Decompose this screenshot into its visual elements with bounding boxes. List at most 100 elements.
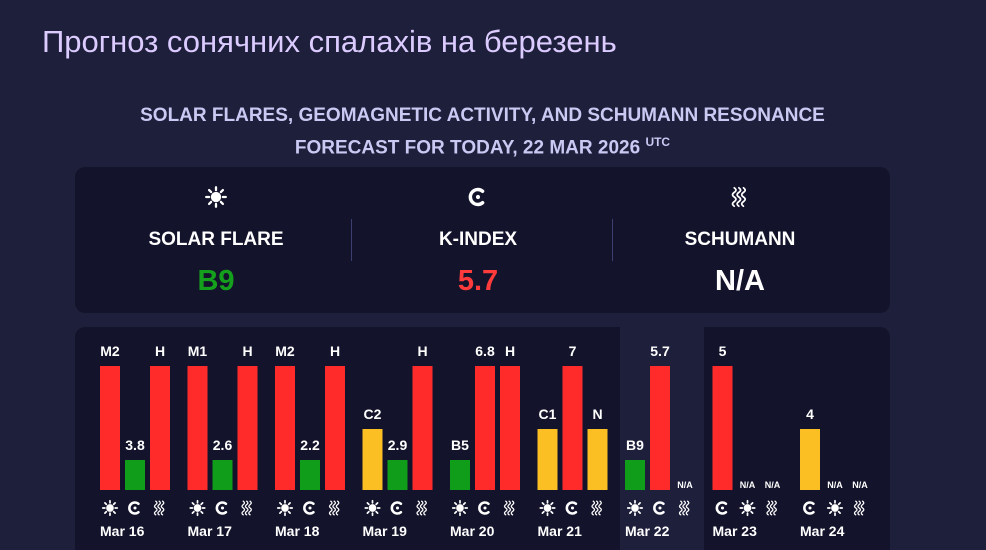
bar <box>562 366 583 490</box>
bar <box>275 366 295 490</box>
bar <box>650 366 670 490</box>
summary-label: SCHUMANN <box>684 229 796 250</box>
wave <box>594 500 599 516</box>
bar <box>300 460 320 490</box>
wave <box>328 500 333 516</box>
page-title: Прогноз сонячних спалахів на березень <box>42 24 617 59</box>
wave <box>773 500 777 516</box>
icon-sun <box>826 499 844 517</box>
sun-ray <box>750 502 754 506</box>
bar-label: H <box>242 343 252 359</box>
summary-icon <box>205 186 227 208</box>
icon-magnet <box>468 187 485 207</box>
bar-label: M2 <box>275 343 295 359</box>
icon-wave <box>503 500 515 516</box>
sun-ray <box>207 188 213 194</box>
bar-label: 2.9 <box>388 437 408 453</box>
magnet-dot <box>720 506 725 510</box>
bar <box>712 366 733 490</box>
sun-ray <box>366 502 370 506</box>
wave <box>241 500 246 516</box>
magnet-dot <box>570 506 575 510</box>
icon-wave <box>591 500 602 516</box>
bar-label: 5.7 <box>650 343 670 359</box>
bar-label: N <box>592 406 602 422</box>
summary-icon <box>731 186 747 208</box>
sun-ray <box>219 188 225 194</box>
wave <box>736 186 742 208</box>
bar-label: 3.8 <box>125 437 145 453</box>
magnet-dot <box>658 506 662 510</box>
icon-sun <box>739 499 756 517</box>
bar-label: 5 <box>719 343 727 359</box>
wave <box>860 500 865 516</box>
summary-label: SOLAR FLARE <box>148 229 284 250</box>
sun-ray <box>375 502 379 506</box>
sun-ray <box>829 510 833 514</box>
day-label: Mar 21 <box>538 523 583 539</box>
summary-icon <box>468 187 485 207</box>
day-label: Mar 18 <box>275 523 320 539</box>
sun-ray <box>279 510 283 514</box>
sun-ray <box>112 510 116 514</box>
day-label: Mar 20 <box>450 523 495 539</box>
sun-ray <box>637 510 641 514</box>
sun-ray <box>375 510 379 514</box>
icon-sun <box>205 186 227 208</box>
sun-core <box>368 504 377 512</box>
bar <box>212 460 233 490</box>
sun-ray <box>741 502 745 506</box>
bar-label: H <box>155 343 165 359</box>
sun-ray <box>741 510 745 514</box>
sun-ray <box>219 200 225 206</box>
wave <box>766 500 771 516</box>
bar <box>362 429 383 490</box>
summary-label: K-INDEX <box>438 229 518 250</box>
sun-ray <box>454 502 458 506</box>
sun-core <box>106 504 114 512</box>
sun-ray <box>112 502 116 506</box>
summary-item: SOLAR FLARE B9 <box>85 167 347 313</box>
sun-core <box>743 504 752 512</box>
magnet <box>390 501 403 515</box>
icon-magnet <box>565 501 578 515</box>
day-label: Mar 23 <box>713 523 758 539</box>
icon-wave <box>153 500 165 516</box>
wave <box>682 500 687 516</box>
divider <box>612 219 613 261</box>
magnet <box>303 501 315 515</box>
bar <box>800 429 820 490</box>
bar <box>450 460 470 490</box>
icon-magnet <box>653 501 665 515</box>
icon-wave <box>328 500 340 516</box>
magnet-dot <box>220 506 225 510</box>
wave <box>244 500 249 516</box>
wave <box>503 500 508 516</box>
magnet <box>715 501 728 515</box>
sun-core <box>193 504 202 512</box>
bar <box>587 429 608 490</box>
day-label: Mar 19 <box>363 523 408 539</box>
bar <box>325 366 345 490</box>
wave <box>153 500 158 516</box>
bar <box>475 366 495 490</box>
divider <box>351 219 352 261</box>
bar-label: C2 <box>364 406 382 422</box>
bar <box>500 366 520 490</box>
sun-ray <box>550 510 554 514</box>
bar-label: M2 <box>100 343 120 359</box>
icon-sun <box>626 499 644 517</box>
icon-magnet <box>390 501 403 515</box>
bar-label: H <box>505 343 515 359</box>
sun-ray <box>462 502 466 506</box>
magnet <box>128 501 140 515</box>
icon-magnet <box>128 501 140 515</box>
wave <box>678 500 683 516</box>
wave <box>332 500 337 516</box>
icon-wave <box>853 500 865 516</box>
magnet <box>215 501 228 515</box>
bar <box>187 366 208 490</box>
sun-ray <box>287 502 291 506</box>
